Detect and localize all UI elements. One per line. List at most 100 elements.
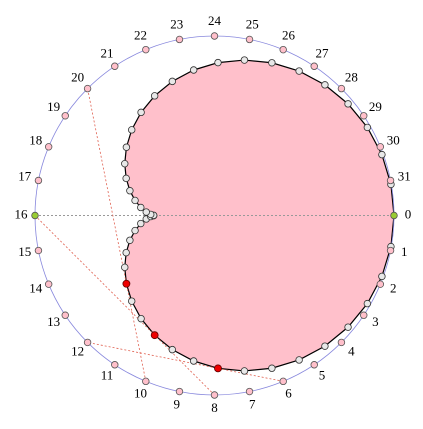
circle-point [142, 45, 150, 54]
point-label: 28 [345, 70, 358, 85]
circle-point [111, 361, 119, 369]
circle-point [175, 35, 184, 44]
cardioid-point [240, 367, 249, 375]
circle-point [142, 377, 150, 386]
tangent-point [214, 364, 222, 373]
circle-point [245, 35, 254, 44]
circle-point [34, 176, 43, 185]
point-label: 31 [398, 169, 411, 184]
cardioid-point [122, 248, 130, 257]
point-label: 10 [134, 385, 147, 400]
cardioid-point [142, 208, 150, 216]
shapes [31, 32, 398, 399]
cardioid-point [137, 314, 145, 323]
point-label: 22 [134, 28, 147, 43]
cardioid-point [240, 56, 249, 64]
cardioid-point [214, 58, 222, 67]
cardioid-point [378, 272, 386, 281]
circle-point [337, 84, 346, 93]
point-label: 1 [401, 244, 408, 259]
cardioid-point [168, 345, 177, 354]
point-label: 7 [249, 396, 256, 411]
circle-point [279, 45, 287, 54]
point-label: 0 [405, 206, 412, 221]
circle-point [210, 391, 219, 399]
circle-point [61, 311, 69, 319]
cardioid-point [295, 356, 303, 364]
circle-point [83, 338, 92, 347]
circle-point [310, 361, 318, 369]
point-label: 23 [170, 17, 183, 32]
cardioid-point [131, 226, 139, 235]
cardioid-point [137, 203, 145, 212]
point-label: 29 [369, 99, 382, 114]
cardioid-point [168, 77, 177, 86]
circle-point [111, 62, 119, 70]
point-label: 6 [285, 385, 292, 400]
point-label: 20 [71, 70, 84, 85]
cardioid-point [321, 342, 329, 350]
point-label: 4 [348, 343, 355, 358]
point-label: 3 [372, 314, 379, 329]
circle-point [376, 280, 385, 288]
circle-point [210, 32, 219, 40]
circle-point [175, 387, 184, 396]
circle-point [337, 338, 346, 347]
chord [87, 88, 147, 382]
circle-point [245, 387, 254, 396]
point-label: 18 [29, 132, 42, 147]
point-label: 2 [390, 281, 397, 296]
point-label: 15 [18, 244, 31, 259]
circle-point [44, 143, 53, 151]
point-label: 9 [174, 396, 181, 411]
cardioid-point [126, 187, 134, 195]
cardioid-point [131, 196, 139, 205]
circle-point [386, 246, 395, 255]
cardioid-point [321, 81, 329, 89]
cardioid-point [363, 299, 372, 308]
point-label: 17 [18, 169, 32, 184]
point-label: 13 [47, 314, 60, 329]
circle-point [83, 84, 92, 93]
cardioid-point [126, 236, 134, 244]
circle-point [34, 246, 43, 255]
point-label: 5 [319, 367, 326, 382]
point-label: 30 [387, 132, 400, 147]
point-label: 25 [246, 17, 259, 32]
circle-point [31, 211, 39, 220]
cardioid-point [189, 66, 198, 74]
cardioid-point [150, 92, 159, 100]
cardioid-point [128, 126, 136, 134]
point-label: 27 [316, 46, 330, 61]
cardioid-point [128, 297, 136, 305]
cardioid-point [137, 219, 145, 228]
cardioid-point [295, 67, 303, 75]
cardioid-point [189, 357, 198, 365]
cardioid-point [121, 159, 129, 168]
tangent-point [150, 331, 159, 340]
cardioid-point [344, 323, 352, 331]
circle-point [44, 280, 53, 288]
circle-point [376, 143, 385, 151]
point-label: 19 [47, 99, 60, 114]
cardioid-point [268, 364, 276, 372]
circle-point [310, 62, 318, 70]
circle-point [61, 112, 69, 120]
point-label: 16 [15, 206, 29, 221]
circle-point [279, 377, 287, 386]
tangent-point [122, 279, 131, 288]
cardioid-point [363, 123, 372, 132]
circle-point [386, 176, 395, 185]
cardioid-point [122, 174, 130, 183]
circle-point [360, 311, 368, 319]
chord [87, 342, 284, 382]
cardioid-point [268, 59, 276, 67]
point-label: 26 [282, 28, 296, 43]
circle-point [390, 211, 398, 220]
circle-point [360, 112, 368, 120]
point-label: 11 [101, 367, 114, 382]
point-label: 12 [71, 343, 84, 358]
cardioid-point [378, 150, 386, 159]
